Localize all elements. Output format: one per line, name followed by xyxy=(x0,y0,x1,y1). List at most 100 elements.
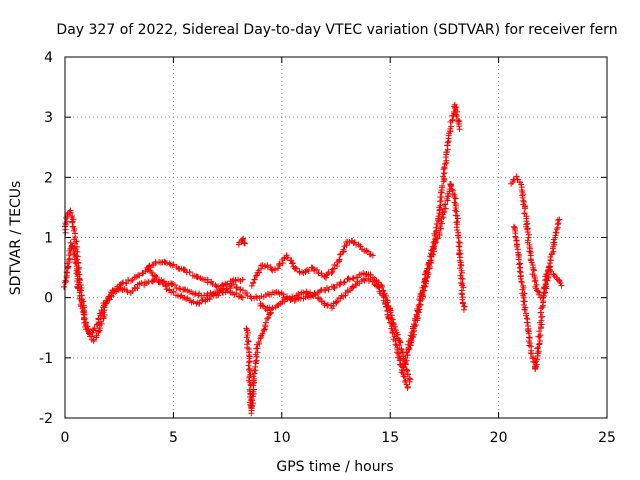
data-point-track-k xyxy=(536,328,543,335)
data-point-track-f xyxy=(333,263,340,270)
data-point-track-e xyxy=(259,330,266,337)
data-point-track-h xyxy=(453,111,460,118)
data-point-track-a xyxy=(230,281,237,288)
data-point-track-a xyxy=(237,286,244,293)
data-point-track-a xyxy=(167,280,174,287)
data-point-track-e xyxy=(254,345,261,352)
data-point-track-e xyxy=(264,315,271,322)
data-point-track-k xyxy=(528,350,535,357)
data-point-track-h xyxy=(444,142,451,149)
data-point-track-a xyxy=(191,291,198,298)
data-point-track-g xyxy=(392,341,399,348)
data-point-track-a xyxy=(169,281,176,288)
data-point-track-a xyxy=(346,276,353,283)
data-point-track-k xyxy=(521,306,528,313)
data-point-track-a xyxy=(176,285,183,292)
data-point-track-g xyxy=(389,329,396,336)
data-point-track-f xyxy=(293,265,300,272)
data-point-track-i xyxy=(448,182,455,189)
data-point-track-b xyxy=(212,282,219,289)
data-point-track-i xyxy=(403,349,410,356)
data-point-track-b xyxy=(102,300,109,307)
points-layer xyxy=(61,101,565,417)
data-point-track-h xyxy=(433,227,440,234)
data-point-track-g xyxy=(360,276,367,283)
data-point-track-j xyxy=(553,226,560,233)
data-point-track-b xyxy=(81,314,88,321)
data-point-track-g xyxy=(269,304,276,311)
data-point-track-e xyxy=(250,373,257,380)
data-point-track-a xyxy=(171,282,178,289)
data-point-track-i xyxy=(460,284,467,291)
data-point-track-i xyxy=(454,221,461,228)
data-point-track-k xyxy=(512,233,519,240)
data-point-track-k xyxy=(516,261,523,268)
data-point-track-h xyxy=(402,355,409,362)
x-tick-label: 10 xyxy=(273,430,291,446)
data-point-track-e xyxy=(262,319,269,326)
data-point-track-e xyxy=(250,400,257,407)
data-point-track-f xyxy=(369,252,376,259)
data-point-track-b xyxy=(224,280,231,287)
grid-layer xyxy=(65,57,607,418)
data-point-track-c xyxy=(215,292,222,299)
data-point-track-i xyxy=(437,225,444,232)
data-point-track-j xyxy=(534,288,541,295)
data-point-track-f xyxy=(337,251,344,258)
data-point-track-j xyxy=(521,205,528,212)
data-point-track-g xyxy=(383,303,390,310)
x-tick-label: 0 xyxy=(61,430,70,446)
data-point-track-i xyxy=(442,201,449,208)
data-point-track-b xyxy=(97,325,104,332)
x-tick-label: 15 xyxy=(381,430,399,446)
data-point-track-i xyxy=(432,239,439,246)
data-point-track-f xyxy=(292,265,299,272)
data-point-track-g xyxy=(318,298,325,305)
data-point-track-f xyxy=(311,267,318,274)
data-point-track-b xyxy=(97,318,104,325)
data-point-track-a xyxy=(392,326,399,333)
data-point-track-b xyxy=(82,319,89,326)
data-point-track-h xyxy=(439,182,446,189)
data-point-track-f xyxy=(309,264,316,271)
chart-title: Day 327 of 2022, Sidereal Day-to-day VTE… xyxy=(56,22,617,38)
data-point-track-a xyxy=(244,292,251,299)
data-point-track-j xyxy=(527,248,534,255)
data-point-track-b xyxy=(67,209,74,216)
data-point-track-f xyxy=(336,256,343,263)
data-point-track-f xyxy=(305,267,312,274)
data-point-track-b xyxy=(161,258,168,265)
y-tick-label: -1 xyxy=(39,351,53,367)
data-point-track-b xyxy=(215,283,222,290)
data-point-track-b xyxy=(77,286,84,293)
data-point-track-h xyxy=(448,123,455,130)
data-point-track-i xyxy=(414,314,421,321)
data-point-track-i xyxy=(452,195,459,202)
data-point-track-b xyxy=(123,280,130,287)
data-point-track-b xyxy=(72,246,79,253)
data-point-track-k xyxy=(558,282,565,289)
data-point-track-i xyxy=(457,279,464,286)
data-point-track-h xyxy=(400,364,407,371)
data-point-track-f xyxy=(279,260,286,267)
data-point-track-f xyxy=(331,261,338,268)
data-point-track-i xyxy=(426,263,433,270)
data-point-track-h xyxy=(402,360,409,367)
data-point-track-e xyxy=(251,375,258,382)
data-point-track-i xyxy=(437,218,444,225)
data-point-track-g xyxy=(333,299,340,306)
data-point-track-c xyxy=(233,290,240,297)
data-point-track-a xyxy=(391,323,398,330)
data-point-track-k xyxy=(534,356,541,363)
data-point-track-b xyxy=(218,282,225,289)
data-point-track-a xyxy=(280,291,287,298)
data-point-track-a xyxy=(228,282,235,289)
data-point-track-i xyxy=(460,306,467,313)
data-point-track-c xyxy=(181,294,188,301)
data-point-track-i xyxy=(434,235,441,242)
data-point-track-b xyxy=(73,256,80,263)
data-point-track-g xyxy=(287,296,294,303)
data-point-track-e xyxy=(255,339,262,346)
data-point-track-e xyxy=(246,358,253,365)
data-point-track-j xyxy=(556,216,563,223)
